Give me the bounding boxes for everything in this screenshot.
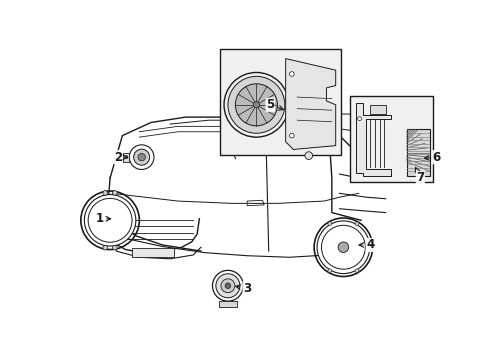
Text: 7: 7 bbox=[414, 167, 424, 184]
Polygon shape bbox=[356, 103, 390, 176]
Bar bbox=[369, 105, 385, 114]
Circle shape bbox=[221, 279, 234, 293]
Circle shape bbox=[103, 246, 107, 250]
Polygon shape bbox=[246, 200, 264, 206]
Text: 3: 3 bbox=[235, 282, 251, 294]
Circle shape bbox=[124, 156, 127, 159]
Bar bbox=[220, 49, 341, 155]
Circle shape bbox=[354, 269, 358, 273]
Bar bbox=[131, 248, 174, 257]
Circle shape bbox=[316, 221, 369, 274]
Polygon shape bbox=[230, 143, 239, 153]
Circle shape bbox=[337, 242, 348, 252]
Circle shape bbox=[215, 274, 240, 298]
Bar bbox=[406, 130, 429, 176]
Circle shape bbox=[227, 76, 285, 133]
Circle shape bbox=[289, 133, 293, 138]
Circle shape bbox=[84, 194, 136, 246]
Circle shape bbox=[327, 222, 331, 226]
Polygon shape bbox=[331, 114, 360, 132]
Circle shape bbox=[357, 117, 361, 121]
Circle shape bbox=[112, 190, 117, 195]
Text: 5: 5 bbox=[265, 98, 283, 111]
Text: 2: 2 bbox=[114, 150, 127, 164]
Circle shape bbox=[103, 190, 107, 195]
Text: 1: 1 bbox=[95, 212, 110, 225]
Circle shape bbox=[305, 152, 312, 159]
Text: 6: 6 bbox=[424, 150, 440, 164]
Circle shape bbox=[354, 222, 358, 226]
Circle shape bbox=[235, 84, 277, 126]
Polygon shape bbox=[235, 108, 329, 124]
Bar bbox=[123, 153, 129, 162]
Circle shape bbox=[112, 246, 117, 250]
Circle shape bbox=[224, 283, 230, 288]
Polygon shape bbox=[285, 59, 335, 149]
Circle shape bbox=[138, 153, 145, 161]
Bar bbox=[349, 95, 432, 182]
Text: 4: 4 bbox=[358, 238, 374, 251]
Bar bbox=[218, 301, 237, 307]
Circle shape bbox=[253, 102, 259, 108]
Circle shape bbox=[327, 269, 331, 273]
Circle shape bbox=[133, 149, 149, 165]
Circle shape bbox=[289, 72, 293, 76]
